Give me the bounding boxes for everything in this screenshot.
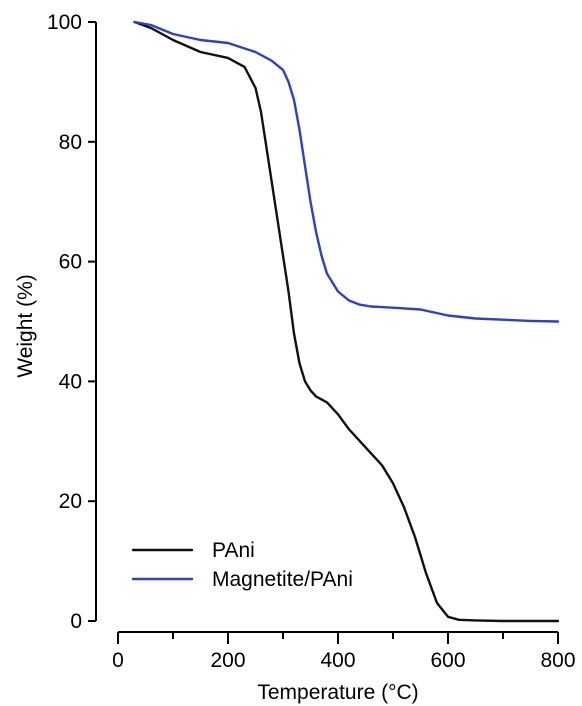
- y-tick-label: 40: [59, 370, 82, 393]
- y-tick-label: 0: [70, 610, 82, 633]
- x-tick-label: 0: [112, 649, 124, 672]
- series-layer: [133, 20, 560, 623]
- axes: 0 20 40 60 80 100 0 200 400 600 800: [47, 11, 576, 672]
- x-tick-label: 400: [320, 649, 355, 672]
- legend-label-magnetite-pani: Magnetite/PAni: [212, 568, 353, 591]
- x-axis-label: Temperature (°C): [257, 681, 418, 704]
- legend-label-pani: PAni: [212, 539, 255, 562]
- y-tick-label: 60: [59, 251, 82, 274]
- series-line-pani: [133, 20, 560, 623]
- legend: PAni Magnetite/PAni: [131, 539, 353, 591]
- x-tick-label: 800: [540, 649, 575, 672]
- y-axis-label: Weight (%): [14, 274, 37, 377]
- x-tick-label: 600: [430, 649, 465, 672]
- y-tick-label: 80: [59, 131, 82, 154]
- y-tick-label: 20: [59, 490, 82, 513]
- series-line-magnetite-pani: [133, 20, 560, 323]
- x-tick-label: 200: [210, 649, 245, 672]
- y-tick-label: 100: [47, 11, 82, 34]
